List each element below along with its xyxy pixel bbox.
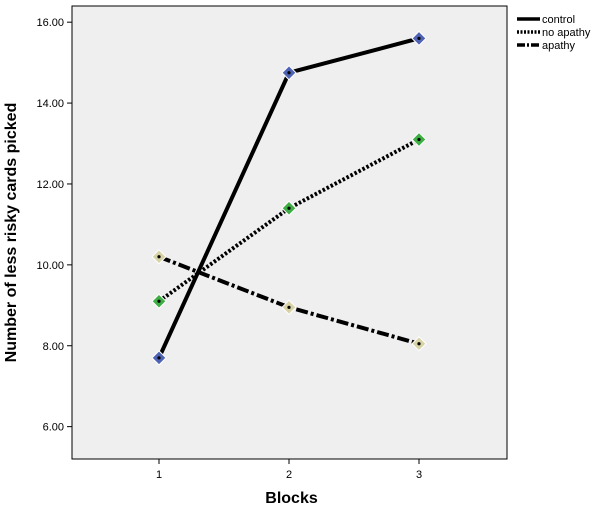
data-point-dot <box>157 299 161 303</box>
data-point-dot <box>287 305 291 309</box>
legend-label: apathy <box>542 40 576 52</box>
data-point-dot <box>287 206 291 210</box>
data-point-dot <box>417 342 421 346</box>
y-tick-label: 14.00 <box>36 98 64 110</box>
y-tick-label: 8.00 <box>43 341 64 353</box>
data-point-dot <box>287 71 291 75</box>
y-tick-label: 6.00 <box>43 422 64 434</box>
x-tick-label: 2 <box>286 469 292 481</box>
data-point-dot <box>417 36 421 40</box>
legend-label: no apathy <box>542 27 591 39</box>
y-axis: 6.00 8.00 10.00 12.00 14.00 16.00 <box>36 17 72 434</box>
data-point-dot <box>417 137 421 142</box>
legend-label: control <box>542 14 575 26</box>
y-tick-label: 12.00 <box>36 179 64 191</box>
x-axis: 1 2 3 <box>156 459 422 481</box>
y-tick-label: 16.00 <box>36 17 64 29</box>
series-markers <box>151 30 427 366</box>
y-tick-label: 10.00 <box>36 260 64 272</box>
series-line <box>158 254 420 346</box>
data-point-dot <box>157 356 161 360</box>
y-axis-title: Number of less risky cards picked <box>3 103 20 363</box>
plot-area <box>71 5 508 460</box>
data-point-dot <box>157 255 161 259</box>
x-tick-label: 1 <box>156 469 162 481</box>
x-axis-title: Blocks <box>265 490 318 507</box>
x-tick-label: 3 <box>416 469 422 481</box>
